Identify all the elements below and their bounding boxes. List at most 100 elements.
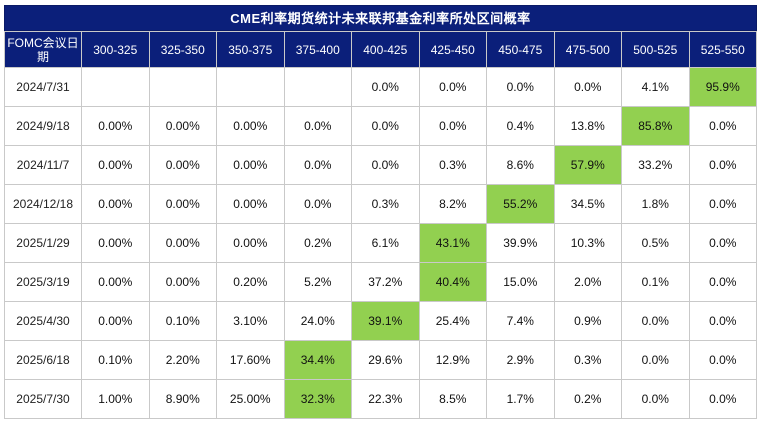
probability-cell: 0.0% (283, 106, 352, 146)
probability-cell: 24.0% (283, 301, 352, 341)
probability-cell: 25.00% (216, 379, 285, 419)
probability-cell-highlighted: 55.2% (486, 184, 555, 224)
probability-cell: 0.00% (81, 262, 150, 302)
probability-cell (148, 67, 217, 107)
fomc-date-cell: 2024/7/31 (4, 67, 82, 107)
table-row: 2024/11/7 0.00% 0.00% 0.00% 0.0% 0.0% 0.3% 8.6%… (4, 145, 757, 185)
probability-cell: 0.20% (216, 262, 285, 302)
fomc-date-cell: 2024/9/18 (4, 106, 82, 146)
table-row: 2024/7/31 0.0% 0.0% 0.0% 0.0% 4.1% 95.9% (4, 67, 757, 107)
probability-cell: 33.2% (621, 145, 690, 185)
probability-cell: 0.0% (688, 223, 757, 263)
table-body: 2024/7/31 0.0% 0.0% 0.0% 0.0% 4.1% 95.9% 2024/9… (4, 67, 757, 419)
probability-cell: 15.0% (486, 262, 555, 302)
probability-cell: 0.00% (148, 223, 217, 263)
probability-cell: 8.2% (418, 184, 487, 224)
probability-cell: 0.00% (81, 301, 150, 341)
fomc-date-cell: 2025/1/29 (4, 223, 82, 263)
probability-cell: 8.6% (486, 145, 555, 185)
probability-cell: 2.0% (553, 262, 622, 302)
probability-cell: 0.00% (81, 145, 150, 185)
probability-cell: 0.0% (351, 145, 420, 185)
probability-cell (283, 67, 352, 107)
header-range-375-400: 375-400 (283, 31, 352, 68)
probability-cell: 25.4% (418, 301, 487, 341)
probability-cell: 34.5% (553, 184, 622, 224)
probability-cell: 0.0% (351, 67, 420, 107)
table-row: 2025/6/18 0.10% 2.20% 17.60% 34.4% 29.6% 12.9%… (4, 340, 757, 380)
probability-cell: 13.8% (553, 106, 622, 146)
probability-cell: 0.3% (351, 184, 420, 224)
probability-cell (216, 67, 285, 107)
probability-cell: 5.2% (283, 262, 352, 302)
probability-cell: 1.8% (621, 184, 690, 224)
probability-cell: 0.9% (553, 301, 622, 341)
probability-cell: 0.0% (621, 301, 690, 341)
probability-cell: 0.0% (486, 67, 555, 107)
probability-cell: 7.4% (486, 301, 555, 341)
probability-table: FOMC会议日期 300-325 325-350 350-375 375-400 400… (4, 31, 757, 419)
probability-cell-highlighted: 34.4% (283, 340, 352, 380)
header-range-425-450: 425-450 (418, 31, 487, 68)
probability-cell: 0.10% (81, 340, 150, 380)
table-row: 2024/9/18 0.00% 0.00% 0.00% 0.0% 0.0% 0.0% 0.4%… (4, 106, 757, 146)
probability-cell: 0.2% (553, 379, 622, 419)
probability-cell: 6.1% (351, 223, 420, 263)
probability-cell: 8.90% (148, 379, 217, 419)
probability-cell: 0.0% (688, 340, 757, 380)
probability-cell: 0.00% (148, 262, 217, 302)
probability-cell: 37.2% (351, 262, 420, 302)
probability-cell: 0.0% (688, 301, 757, 341)
probability-cell: 17.60% (216, 340, 285, 380)
probability-cell: 0.10% (148, 301, 217, 341)
header-range-500-525: 500-525 (621, 31, 690, 68)
probability-cell: 29.6% (351, 340, 420, 380)
probability-cell: 0.0% (351, 106, 420, 146)
probability-cell: 0.1% (621, 262, 690, 302)
probability-cell: 0.00% (216, 145, 285, 185)
probability-cell: 0.0% (418, 106, 487, 146)
probability-cell: 10.3% (553, 223, 622, 263)
probability-cell: 0.00% (216, 223, 285, 263)
table-row: 2025/7/30 1.00% 8.90% 25.00% 32.3% 22.3% 8.5% 1… (4, 379, 757, 419)
probability-cell: 0.0% (621, 340, 690, 380)
fomc-date-cell: 2024/12/18 (4, 184, 82, 224)
probability-cell: 0.00% (216, 106, 285, 146)
fomc-date-cell: 2025/7/30 (4, 379, 82, 419)
probability-cell: 1.00% (81, 379, 150, 419)
probability-cell: 0.0% (688, 145, 757, 185)
fomc-date-cell: 2025/3/19 (4, 262, 82, 302)
table-title: CME利率期货统计未来联邦基金利率所处区间概率 (4, 5, 757, 31)
probability-cell: 8.5% (418, 379, 487, 419)
probability-cell: 0.0% (688, 106, 757, 146)
probability-cell: 0.0% (418, 67, 487, 107)
probability-cell-highlighted: 95.9% (688, 67, 757, 107)
probability-cell: 39.9% (486, 223, 555, 263)
header-range-475-500: 475-500 (553, 31, 622, 68)
header-row: FOMC会议日期 300-325 325-350 350-375 375-400 400… (4, 31, 757, 68)
probability-cell (81, 67, 150, 107)
header-range-350-375: 350-375 (216, 31, 285, 68)
probability-cell: 0.00% (216, 184, 285, 224)
fomc-date-cell: 2025/6/18 (4, 340, 82, 380)
probability-cell: 2.20% (148, 340, 217, 380)
probability-cell: 0.0% (621, 379, 690, 419)
probability-cell-highlighted: 32.3% (283, 379, 352, 419)
probability-cell: 2.9% (486, 340, 555, 380)
fomc-date-cell: 2024/11/7 (4, 145, 82, 185)
probability-cell-highlighted: 85.8% (621, 106, 690, 146)
table-row: 2025/1/29 0.00% 0.00% 0.00% 0.2% 6.1% 43.1% 39.… (4, 223, 757, 263)
probability-cell: 0.4% (486, 106, 555, 146)
probability-cell: 0.2% (283, 223, 352, 263)
probability-cell: 0.00% (148, 184, 217, 224)
probability-cell: 0.00% (81, 184, 150, 224)
header-range-450-475: 450-475 (486, 31, 555, 68)
probability-cell-highlighted: 40.4% (418, 262, 487, 302)
probability-cell-highlighted: 39.1% (351, 301, 420, 341)
probability-cell: 0.3% (418, 145, 487, 185)
probability-cell: 3.10% (216, 301, 285, 341)
probability-cell: 0.0% (688, 184, 757, 224)
probability-cell: 0.0% (283, 184, 352, 224)
table-row: 2025/4/30 0.00% 0.10% 3.10% 24.0% 39.1% 25.4% 7… (4, 301, 757, 341)
probability-cell: 0.00% (148, 106, 217, 146)
